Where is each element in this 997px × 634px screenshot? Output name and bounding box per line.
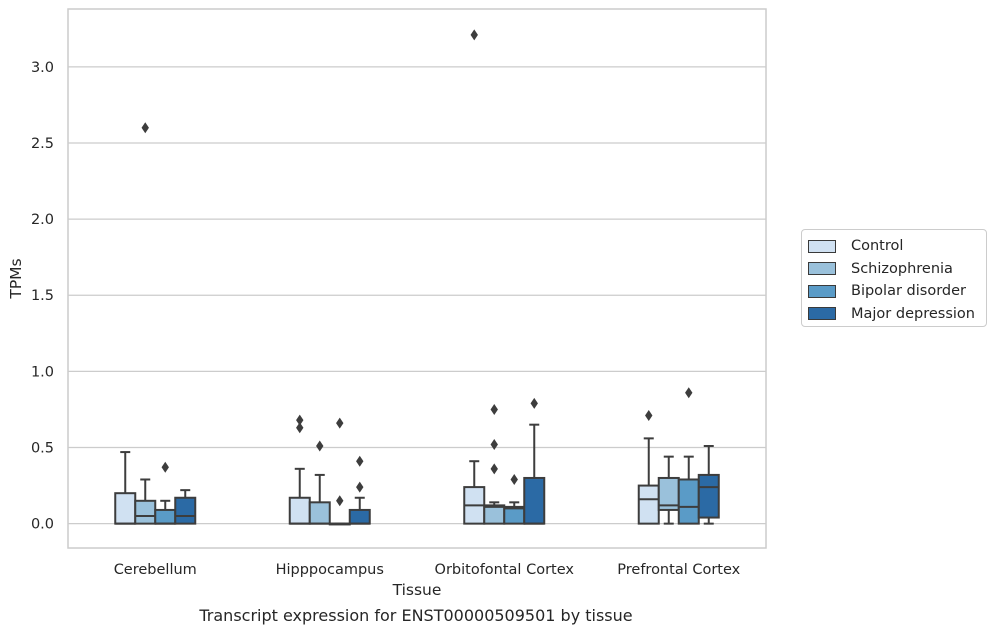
box-2-3 bbox=[523, 397, 546, 525]
outlier-point bbox=[356, 455, 364, 467]
box-1-0 bbox=[288, 414, 311, 525]
x-tick-label: Orbitofontal Cortex bbox=[435, 562, 575, 578]
y-tick-label: 1.0 bbox=[31, 364, 54, 380]
box-rect bbox=[154, 508, 177, 525]
legend-swatch bbox=[808, 239, 836, 253]
legend-label: Schizophrenia bbox=[851, 260, 953, 277]
x-tick-label: Prefrontal Cortex bbox=[617, 562, 740, 578]
legend-label: Bipolar disorder bbox=[851, 283, 966, 300]
x-axis-label: Tissue bbox=[392, 581, 442, 599]
outlier-point bbox=[685, 387, 693, 399]
legend-item: Control bbox=[808, 235, 986, 258]
box-rect bbox=[677, 478, 700, 525]
box-3-1 bbox=[657, 455, 680, 525]
box-1-1 bbox=[308, 440, 331, 525]
y-tick-label: 0.0 bbox=[31, 517, 54, 533]
legend-swatch bbox=[808, 307, 836, 321]
outlier-point bbox=[645, 410, 653, 422]
y-tick-label: 0.5 bbox=[31, 441, 54, 457]
outlier-point bbox=[490, 403, 498, 415]
outlier-point bbox=[336, 417, 344, 429]
legend-item: Major depression bbox=[808, 303, 986, 326]
outlier-point bbox=[530, 397, 538, 409]
box-rect bbox=[348, 508, 371, 525]
plot-frame bbox=[67, 8, 767, 549]
box-rect bbox=[134, 499, 157, 525]
box-rect bbox=[308, 501, 331, 525]
box-rect bbox=[114, 492, 137, 525]
x-tick-label: Hipppocampus bbox=[276, 562, 384, 578]
outlier-point bbox=[296, 422, 304, 434]
box-3-3 bbox=[697, 444, 720, 525]
y-tick-label: 2.0 bbox=[31, 212, 54, 228]
legend-swatch bbox=[808, 262, 836, 276]
outlier-point bbox=[356, 481, 364, 493]
box-3-0 bbox=[637, 410, 660, 525]
legend-label: Control bbox=[851, 238, 904, 255]
y-axis-label: TPMs bbox=[7, 258, 25, 299]
box-rect bbox=[697, 473, 720, 519]
legend-item: Bipolar disorder bbox=[808, 280, 986, 303]
y-tick-label: 1.5 bbox=[31, 288, 54, 304]
x-tick-labels: Cerebellum Hipppocampus Orbitofontal Corte… bbox=[114, 562, 741, 578]
box-2-0 bbox=[463, 29, 486, 525]
box-rect bbox=[637, 484, 660, 525]
box-0-2 bbox=[154, 461, 177, 525]
outlier-point bbox=[141, 122, 149, 134]
x-tick-label: Cerebellum bbox=[114, 562, 197, 578]
box-0-3 bbox=[174, 489, 197, 525]
grid-lines bbox=[68, 66, 766, 525]
y-tick-label: 2.5 bbox=[31, 136, 54, 152]
outlier-point bbox=[316, 440, 324, 452]
box-3-2 bbox=[677, 387, 700, 525]
box-0-1 bbox=[134, 122, 157, 525]
legend-swatch bbox=[808, 284, 836, 298]
box-rect bbox=[288, 496, 311, 525]
outlier-point bbox=[296, 414, 304, 426]
outlier-point bbox=[490, 463, 498, 475]
box-2-1 bbox=[483, 403, 506, 525]
legend-label: Major depression bbox=[851, 305, 975, 322]
figure-caption: Transcript expression for ENST0000050950… bbox=[199, 606, 633, 625]
outlier-point bbox=[510, 473, 518, 485]
box-rect bbox=[174, 496, 197, 525]
box-rect bbox=[523, 476, 546, 525]
box-2-2 bbox=[503, 473, 526, 525]
box-rect bbox=[483, 504, 506, 525]
box-0-0 bbox=[114, 451, 137, 525]
legend-item: Schizophrenia bbox=[808, 258, 986, 281]
y-tick-label: 3.0 bbox=[31, 60, 54, 76]
outlier-point bbox=[470, 29, 478, 41]
outlier-point bbox=[161, 461, 169, 473]
box-1-2 bbox=[328, 417, 351, 526]
box-1-3 bbox=[348, 455, 371, 525]
y-tick-labels: 0.0 0.5 1.0 1.5 2.0 2.5 3.0 bbox=[31, 60, 54, 533]
outlier-point bbox=[490, 438, 498, 450]
legend: Control Schizophrenia Bipolar disorder Majo… bbox=[801, 229, 987, 327]
box-layer bbox=[114, 29, 720, 526]
outlier-point bbox=[336, 495, 344, 507]
